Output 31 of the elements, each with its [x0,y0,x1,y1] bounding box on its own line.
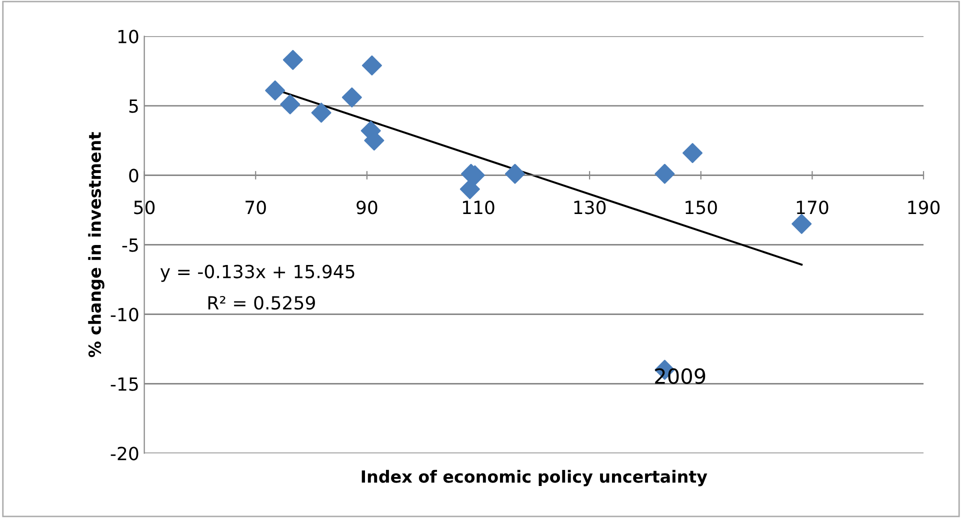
point [792,214,812,234]
annotation: 2009 [655,368,706,384]
x-tick-label: 90 [356,200,378,214]
x-tick-label: 150 [686,200,717,214]
x-tick-label: 190 [908,200,940,214]
point [504,164,525,184]
point [342,87,362,108]
point [311,102,332,123]
point [460,179,480,200]
point [282,50,303,70]
point [654,164,675,184]
point [682,143,703,164]
x-axis-title: Index of economic policy uncertainty [362,470,708,486]
x-tick-label: 170 [796,200,828,214]
y-tick-label: 0 [129,168,138,182]
y-tick-label: -5 [122,238,138,252]
x-tick-label: 50 [134,200,155,214]
point [362,55,382,76]
x-tick-label: 70 [246,200,266,214]
x-tick-label: 110 [463,200,494,214]
annotation: y = -0.133x + 15.945 [160,264,354,282]
x-tick-label: 130 [574,200,606,214]
y-tick-label: -20 [110,446,138,460]
y-tick-label: 10 [118,30,138,44]
y-tick-label: -15 [110,377,138,391]
annotation: R² = 0.5259 [208,296,315,310]
y-tick-label: -10 [110,308,138,322]
y-axis-title: % change in investment [88,132,104,358]
point [280,94,300,114]
point [265,80,286,100]
y-tick-label: 5 [129,99,138,113]
